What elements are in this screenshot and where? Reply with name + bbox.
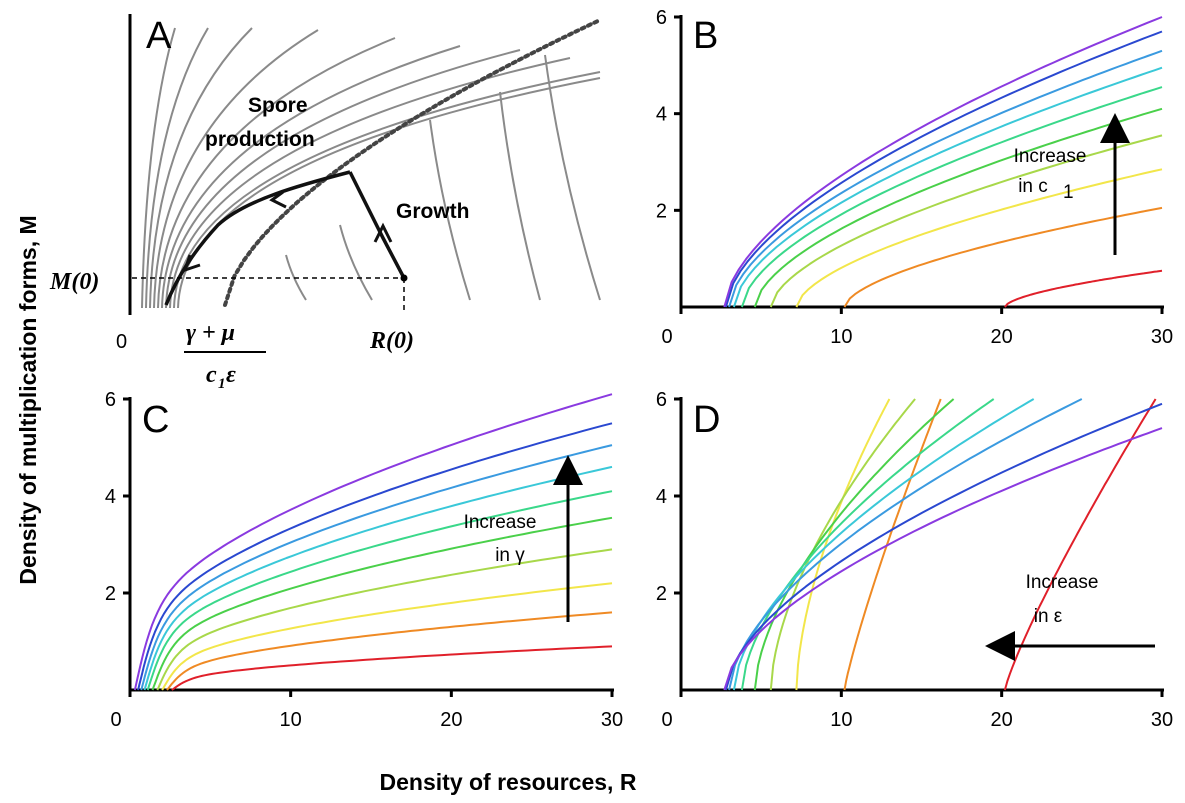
y-tick-label: 2 (656, 583, 667, 605)
x-axis-label: Density of resources, R (380, 769, 637, 795)
series-line (769, 134, 1163, 308)
grey-trajectory (149, 27, 253, 309)
series-line (1004, 269, 1163, 308)
x-tick-label: 0 (110, 709, 121, 731)
spore-label: Spore (248, 94, 308, 117)
grey-trajectory (339, 224, 373, 301)
series-line (1003, 398, 1157, 691)
annotation-line2: in γ (495, 545, 525, 566)
series-line (795, 168, 1163, 308)
y-tick-label: 6 (656, 7, 667, 29)
panel-a-label: A (146, 15, 172, 57)
fraction-denominator-c: c (206, 362, 217, 388)
series-line (753, 107, 1163, 308)
series-line (156, 548, 613, 691)
annotation-subscript: 1 (1063, 182, 1074, 203)
x-tick-label: 30 (1151, 326, 1173, 348)
grey-trajectory (544, 54, 601, 301)
panel-d: 0 10 20 30 2 4 6 D Increase in ε (656, 389, 1173, 731)
series-line (728, 49, 1163, 308)
nullcline-dotted-curve (223, 18, 602, 307)
grey-trajectory (499, 91, 541, 301)
y-tick-label: 2 (656, 200, 667, 222)
y-axis-label: Density of multiplication forms, M (15, 215, 41, 584)
arrow-down-icon (182, 254, 201, 273)
x-tick-label: 20 (991, 709, 1013, 731)
grey-trajectory (153, 29, 319, 309)
fraction-denominator-sub: 1 (218, 376, 226, 392)
annotation-line2: in c (1018, 176, 1048, 197)
series-line (769, 398, 916, 691)
series-line (166, 611, 613, 691)
grey-trajectory (145, 27, 209, 309)
trajectory-family (141, 27, 601, 309)
x-tick-label: 10 (280, 709, 302, 731)
series-line (171, 645, 613, 691)
production-label: production (205, 128, 315, 151)
grey-trajectory (157, 37, 396, 309)
series-line (728, 398, 1083, 691)
initial-point (400, 274, 408, 282)
x-tick-label: 20 (440, 709, 462, 731)
x-tick-label: 10 (830, 326, 852, 348)
y-tick-label: 4 (656, 104, 667, 126)
trajectory-growth (348, 171, 406, 279)
panel-a-origin: 0 (116, 331, 127, 353)
series-line (137, 422, 613, 691)
series-line (724, 402, 1163, 691)
arrow-up-icon (373, 222, 393, 243)
x-tick-label: 10 (830, 709, 852, 731)
y-tick-label: 6 (105, 389, 116, 411)
x-tick-label: 0 (661, 326, 672, 348)
panel-b: 0 10 20 30 2 4 6 B Increase in c 1 (656, 7, 1173, 348)
x-tick-label: 30 (1151, 709, 1173, 731)
grey-trajectory (173, 71, 601, 309)
y-tick-label: 2 (105, 583, 116, 605)
series-line (723, 16, 1163, 308)
series-line (732, 398, 1035, 691)
x-tick-label: 0 (661, 709, 672, 731)
panel-c: 0 10 20 30 2 4 6 C Increase in γ (105, 389, 623, 731)
x-tick-label: 20 (991, 326, 1013, 348)
series-line (732, 66, 1163, 308)
fraction-numerator: γ + μ (186, 320, 235, 346)
panel-b-label: B (693, 15, 718, 57)
annotation-line1: Increase (464, 512, 537, 533)
series-line (151, 516, 613, 691)
y-tick-label: 4 (105, 486, 116, 508)
m0-label: M(0) (49, 269, 99, 295)
panel-c-label: C (142, 399, 169, 441)
grey-trajectory (177, 77, 601, 309)
panel-d-label: D (693, 399, 720, 441)
r0-label: R(0) (369, 328, 414, 354)
series-line (843, 206, 1163, 308)
grey-trajectory (429, 119, 471, 301)
series-line (146, 490, 613, 691)
series-line (133, 393, 613, 691)
series-line (795, 398, 891, 691)
fraction-denominator-eps: ε (226, 362, 236, 388)
series-line (143, 465, 613, 691)
growth-label: Growth (396, 200, 470, 223)
annotation-line2: in ε (1034, 606, 1063, 627)
grey-trajectory (169, 57, 571, 309)
series-line (740, 86, 1163, 308)
series-line (843, 398, 942, 691)
x-tick-label: 30 (601, 709, 623, 731)
series-line (724, 30, 1163, 308)
annotation-line1: Increase (1014, 146, 1087, 167)
y-tick-label: 4 (656, 486, 667, 508)
trajectory-spore (164, 170, 351, 306)
annotation-line1: Increase (1026, 572, 1099, 593)
y-tick-label: 6 (656, 389, 667, 411)
series-line (140, 444, 613, 691)
panel-a: A Spore production Growth 0 M(0) R(0) γ … (49, 14, 602, 392)
grey-trajectory (165, 49, 521, 309)
grey-trajectory (141, 27, 176, 309)
series-line (723, 427, 1163, 691)
arrow-left-icon (269, 190, 287, 209)
series-line (161, 582, 613, 691)
grey-trajectory (161, 45, 461, 309)
